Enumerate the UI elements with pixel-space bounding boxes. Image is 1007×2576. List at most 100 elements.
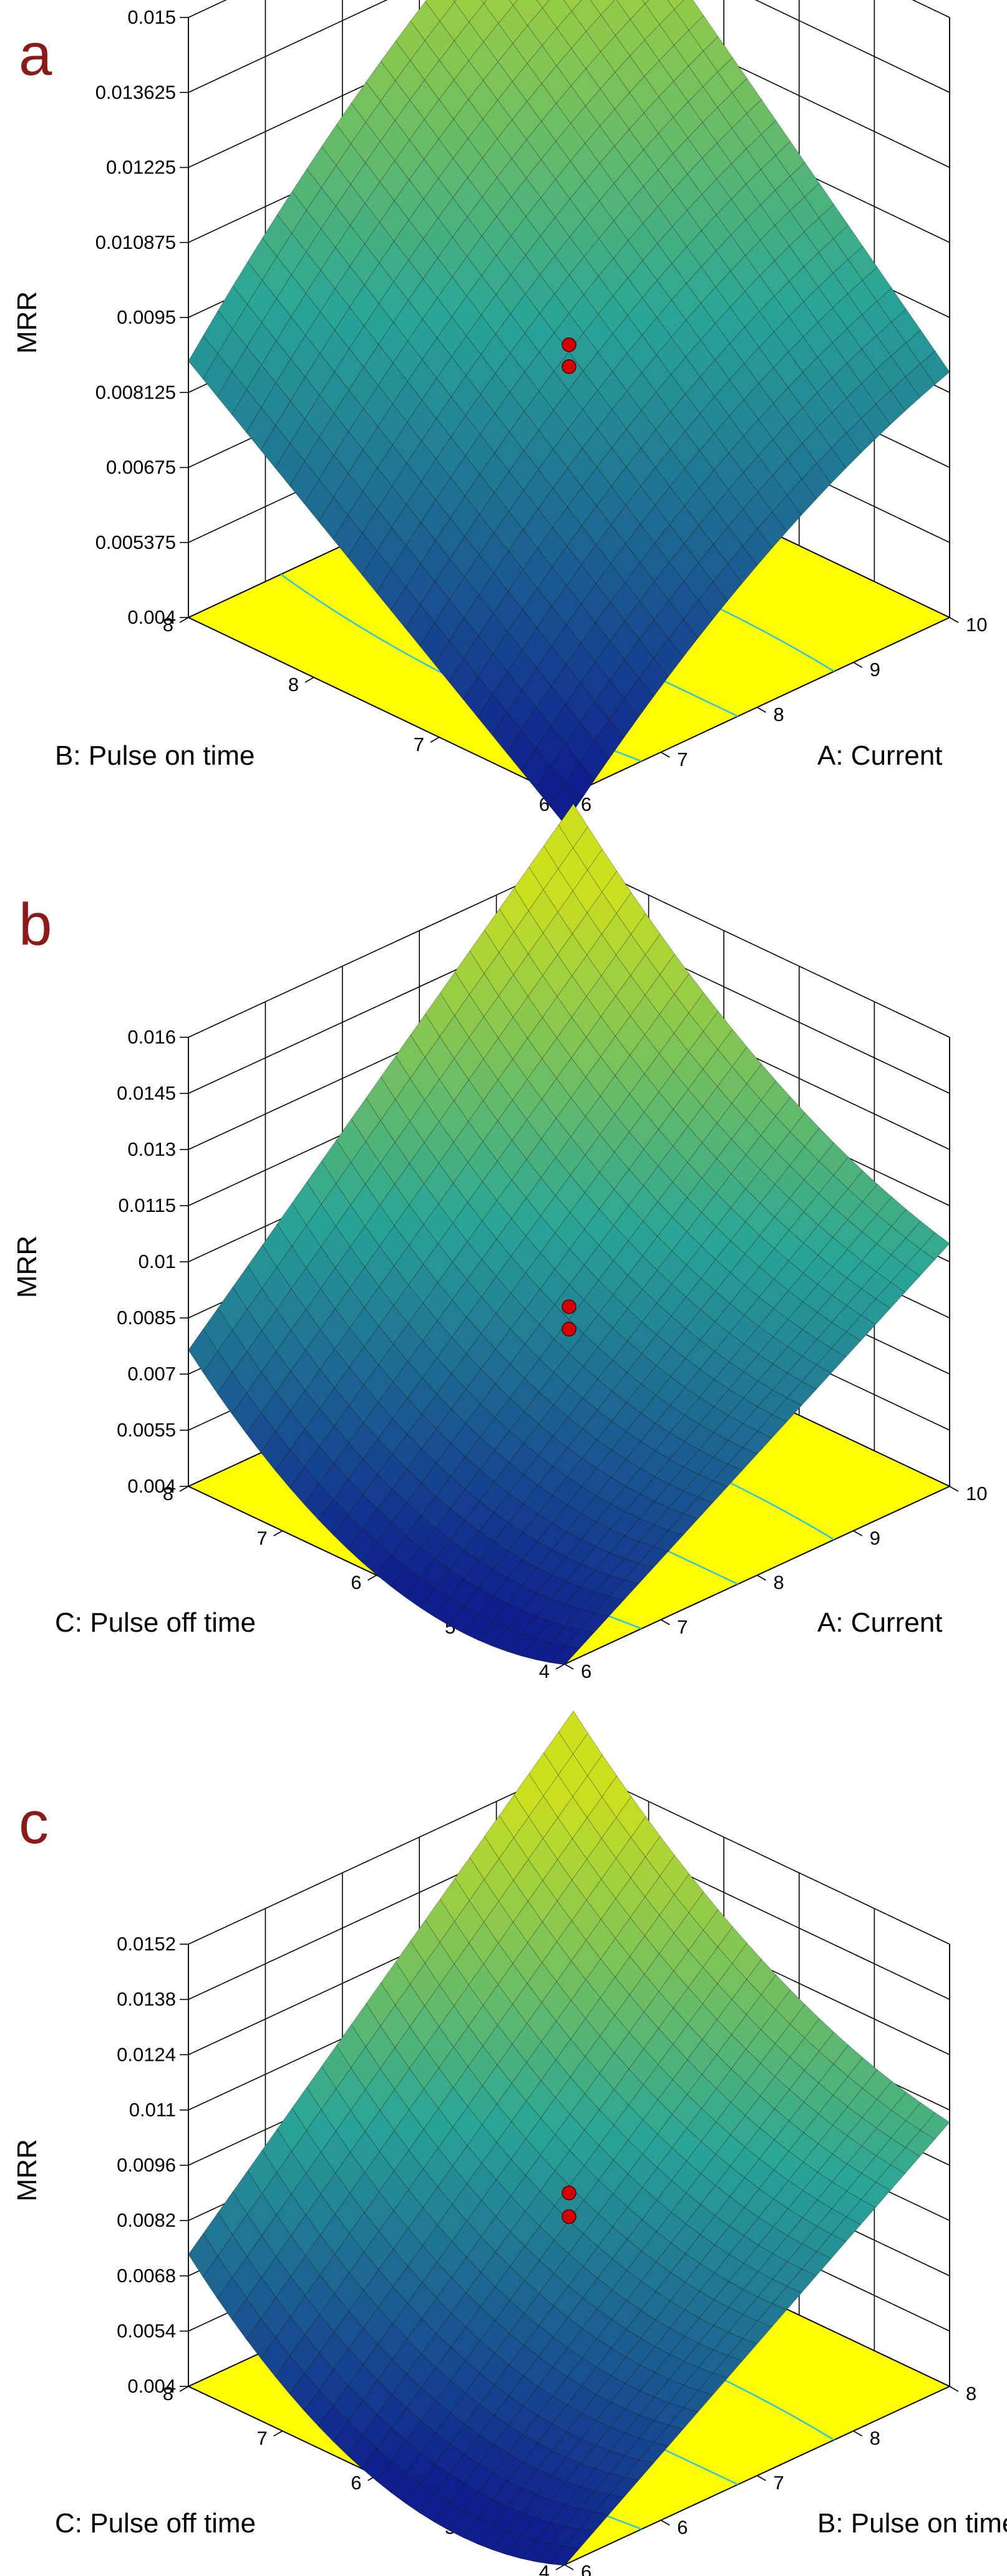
y-tick-label: 6 — [351, 1572, 361, 1594]
z-axis-label: MRR — [12, 1236, 42, 1298]
surface-cell — [465, 394, 495, 435]
surface-cell — [567, 2386, 597, 2414]
surface-cell — [558, 803, 588, 848]
surface-cell — [497, 81, 527, 120]
surface-cell — [630, 3, 660, 41]
surface-cell — [351, 1141, 381, 1184]
surface-cell — [630, 994, 660, 1035]
surface-cell — [449, 2511, 479, 2538]
y-tick-mark — [179, 617, 189, 623]
surface-cell — [905, 2129, 935, 2157]
panel-label-c: c — [19, 1789, 49, 1856]
surface-cell — [643, 169, 673, 207]
surface-cell — [654, 1432, 685, 1460]
surface-cell — [685, 1309, 716, 1340]
surface-cell — [405, 2483, 435, 2514]
surface-cell — [816, 2234, 847, 2259]
surface-cell — [745, 2096, 775, 2129]
surface-cell — [673, 1126, 703, 1163]
surface-cell — [684, 2263, 715, 2292]
surface-cell — [379, 1184, 410, 1226]
y-tick-mark — [367, 1574, 377, 1581]
surface-cell — [438, 158, 469, 198]
surface-cell — [361, 1542, 392, 1576]
surface-cell — [506, 2536, 537, 2559]
surface-cell — [774, 210, 805, 246]
surface-cell — [478, 1569, 508, 1597]
surface-cell — [376, 527, 407, 569]
surface-cell — [672, 1197, 702, 1232]
z-tick-label: 0.008125 — [95, 381, 176, 403]
surface-cell — [818, 2094, 848, 2126]
surface-cell — [600, 72, 630, 110]
surface-cell — [231, 1351, 262, 1393]
surface-cell — [525, 235, 555, 275]
surface-cell — [801, 2251, 832, 2276]
surface-cell — [465, 433, 495, 475]
surface-cell — [318, 455, 349, 498]
surface-cell — [434, 2502, 464, 2531]
surface-cell — [788, 336, 818, 373]
surface-cell — [659, 9, 689, 46]
surface-cell — [570, 143, 600, 182]
surface-cell — [481, 2179, 512, 2217]
surface-cell — [758, 367, 789, 404]
surface-cell — [393, 2189, 424, 2229]
surface-cell — [525, 274, 555, 314]
surface-cell — [392, 340, 423, 382]
x-tick-label: 7 — [677, 1616, 688, 1638]
surface-cell — [435, 518, 465, 559]
surface-cell — [729, 2177, 760, 2208]
surface-cell — [480, 1383, 510, 1418]
x-tick-mark — [949, 1486, 959, 1492]
surface-cell — [787, 407, 817, 444]
surface-cell — [464, 2404, 495, 2436]
surface-cell — [672, 210, 702, 248]
surface-cell — [525, 2118, 556, 2156]
surface-cell — [685, 339, 716, 377]
surface-cell — [506, 1634, 537, 1657]
surface-cell — [304, 1408, 334, 1447]
surface-cell — [424, 21, 455, 61]
surface-cell — [597, 1327, 628, 1361]
surface-cell — [556, 1097, 586, 1138]
surface-cell — [377, 2394, 407, 2429]
surface-cell — [450, 455, 480, 496]
z-axis-label: MRR — [12, 291, 42, 354]
surface-cell — [523, 508, 553, 549]
surface-cell — [701, 2121, 731, 2155]
surface-cell — [522, 1541, 552, 1568]
surface-cell — [407, 319, 437, 360]
surface-cell — [628, 2119, 658, 2155]
surface-cell — [565, 642, 596, 684]
surface-cell — [569, 1264, 599, 1300]
surface-cell — [745, 1203, 775, 1236]
surface-cell — [449, 617, 479, 659]
surface-cell — [348, 491, 377, 534]
surface-cell — [564, 2529, 595, 2549]
surface-cell — [537, 527, 568, 568]
surface-cell — [673, 1051, 704, 1090]
z-tick-label: 0.007 — [127, 1363, 176, 1385]
surface-cell — [685, 376, 715, 414]
surface-cell — [477, 2525, 508, 2550]
surface-cell — [553, 2253, 584, 2287]
surface-cell — [685, 2204, 716, 2235]
surface-cell — [540, 216, 570, 256]
surface-cell — [275, 2316, 305, 2356]
surface-cell — [246, 2318, 276, 2359]
surface-cell — [276, 1246, 307, 1289]
surface-cell — [537, 2423, 567, 2451]
surface-cell — [638, 657, 669, 697]
surface-cell — [366, 1077, 396, 1121]
surface-cell — [434, 2444, 465, 2474]
surface-cell — [512, 101, 542, 140]
y-tick-label: 8 — [163, 614, 173, 636]
design-point — [562, 337, 576, 352]
surface-cell — [656, 374, 686, 412]
surface-cell — [567, 2297, 598, 2329]
surface-cell — [452, 0, 457, 2]
surface-cell — [304, 2390, 334, 2427]
surface-cell — [699, 470, 729, 508]
surface-cell — [424, 1163, 454, 1204]
